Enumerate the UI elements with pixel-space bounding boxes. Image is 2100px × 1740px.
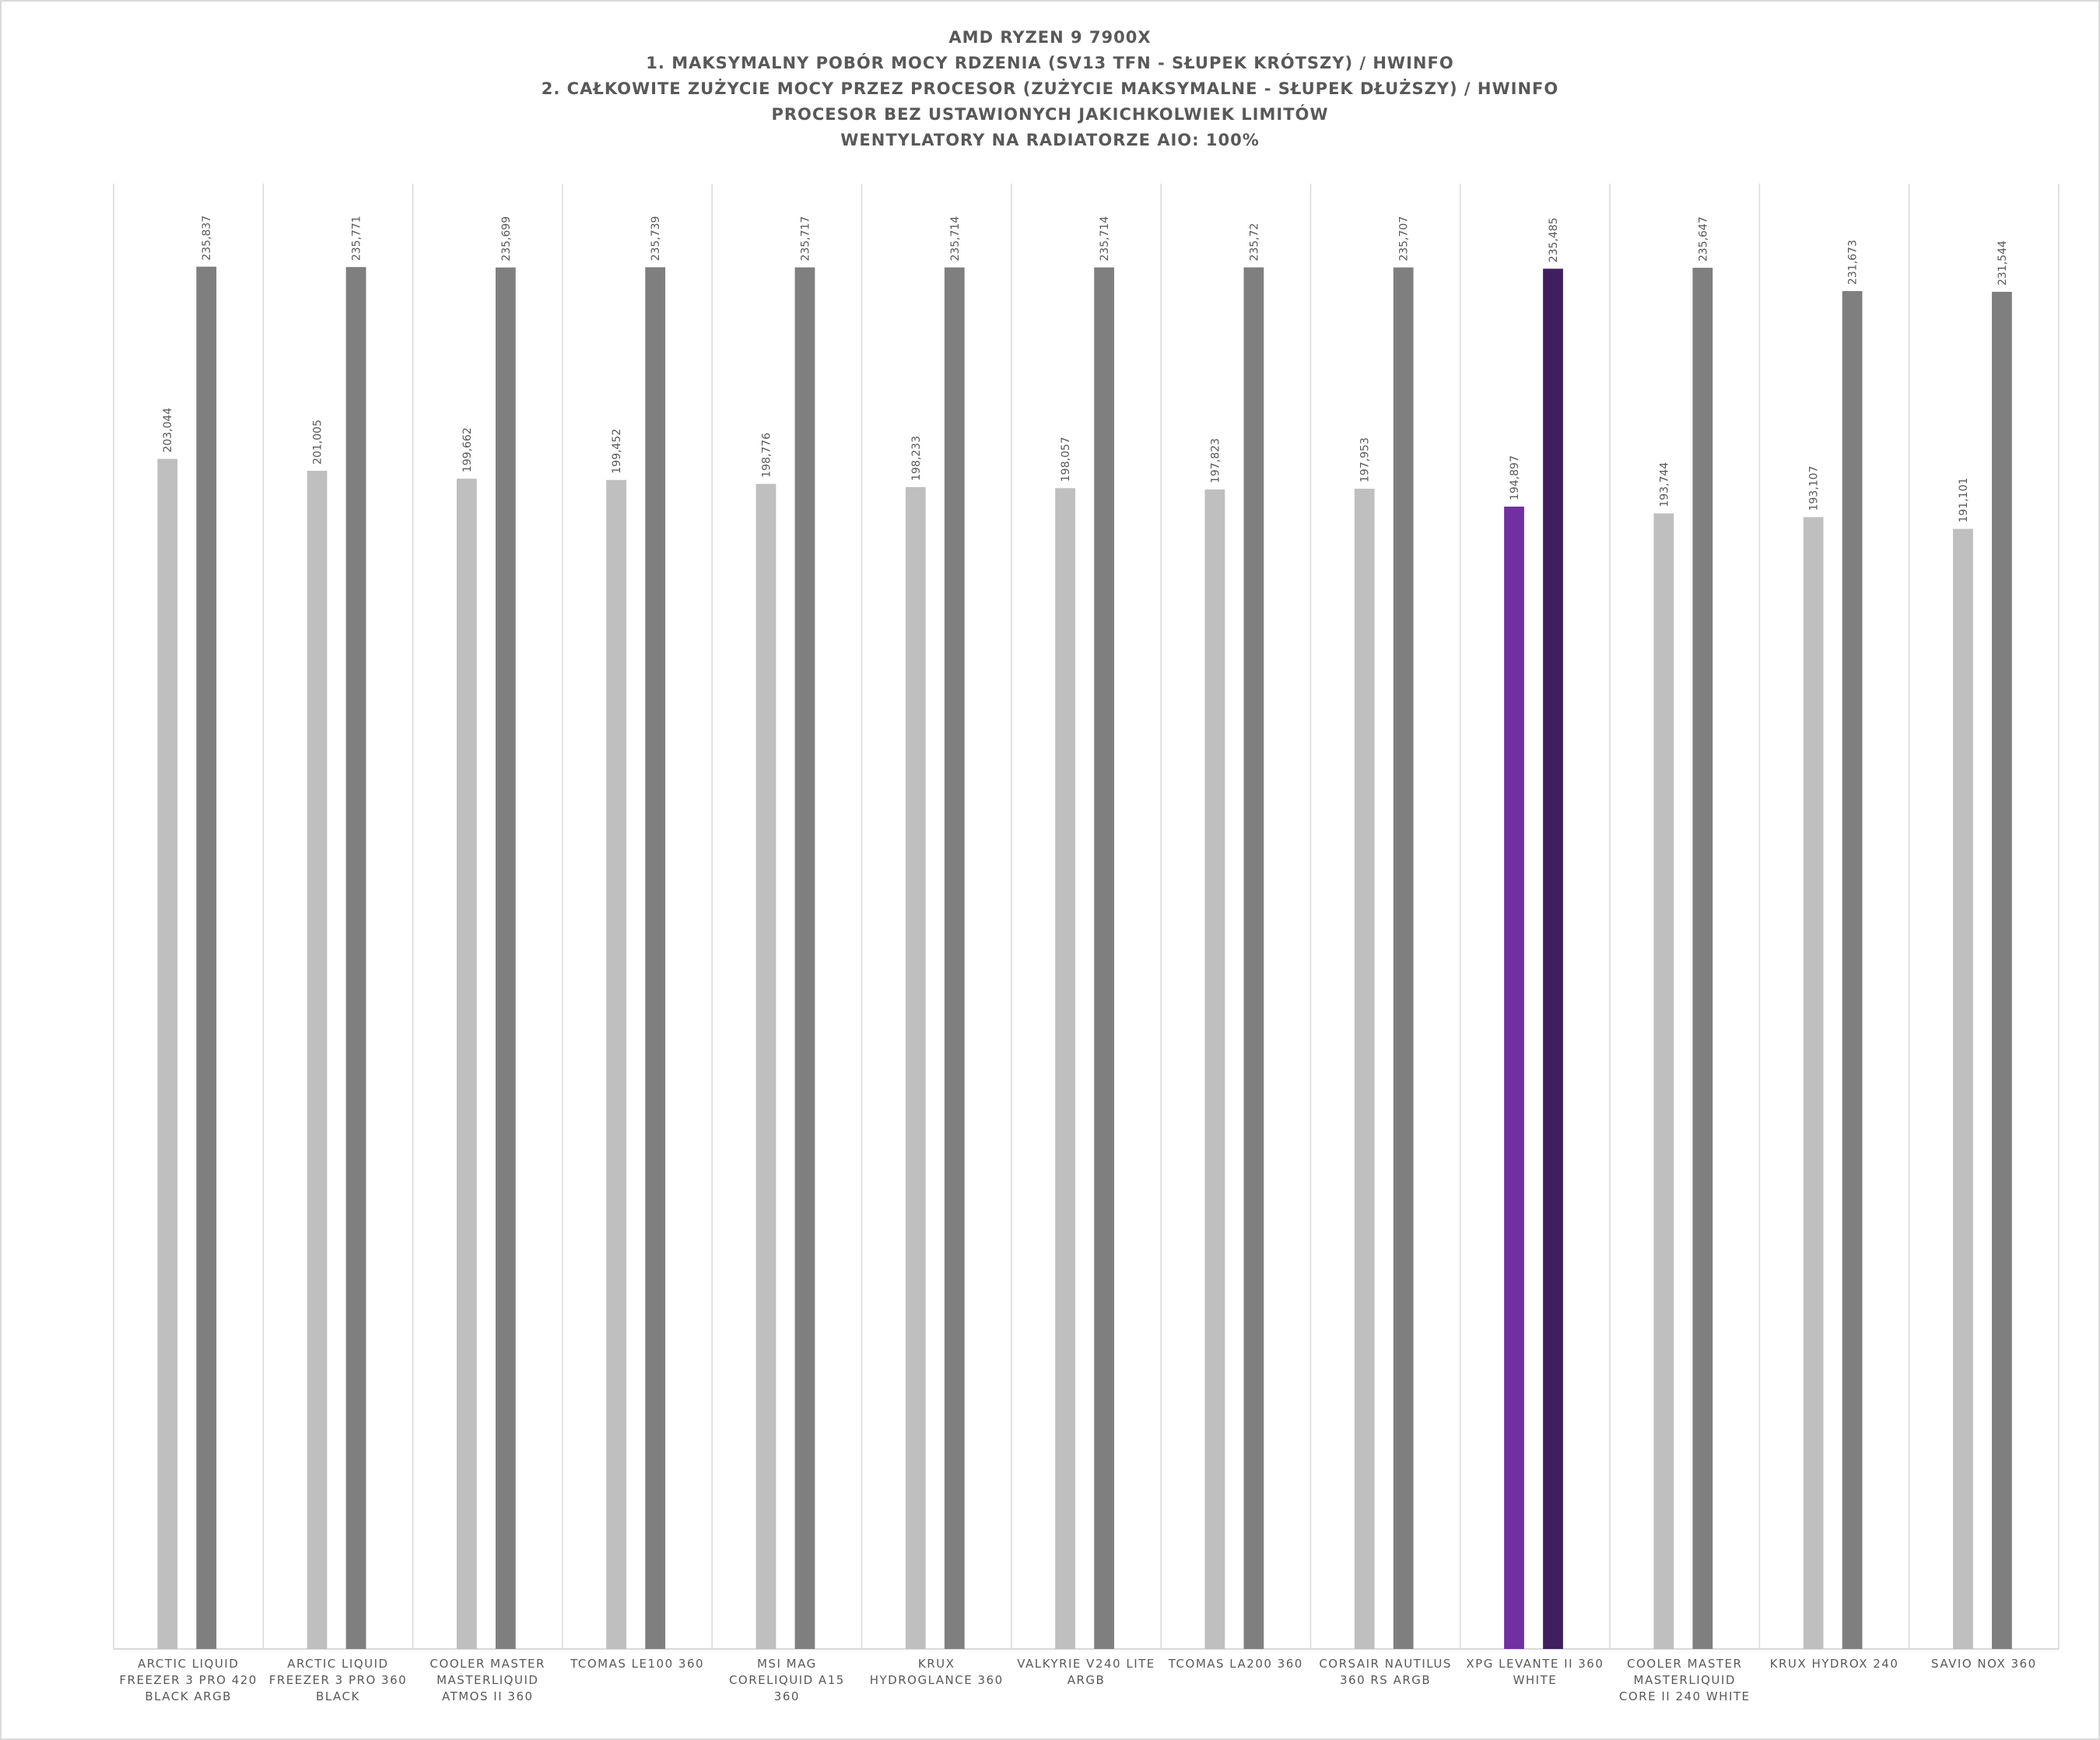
bar (905, 486, 926, 1649)
bar (495, 267, 516, 1650)
data-label: 235,714 (949, 216, 962, 261)
bar (756, 483, 777, 1650)
x-tick-label: COOLER MASTER MASTERLIQUID CORE II 240 W… (1618, 1657, 1751, 1703)
bar (307, 471, 328, 1650)
bar (1204, 489, 1225, 1649)
data-label: 235,771 (351, 216, 363, 261)
data-label: 199,662 (461, 427, 474, 472)
chart-title: WENTYLATORY NA RADIATORZE AIO: 100% (840, 131, 1260, 149)
data-label: 235,485 (1548, 217, 1560, 262)
bar (1953, 528, 1973, 1650)
bar (1354, 489, 1375, 1649)
bar (1543, 268, 1563, 1650)
bar (1504, 507, 1524, 1649)
bar (1692, 268, 1713, 1649)
x-tick-label: ARCTIC LIQUID FREEZER 3 PRO 360 BLACK (268, 1657, 408, 1703)
data-label: 203,044 (162, 408, 174, 453)
bar (645, 267, 666, 1650)
data-label: 197,823 (1209, 438, 1222, 483)
bar (196, 266, 217, 1649)
x-tick-label: KRUX HYDROGLANCE 360 (869, 1657, 1004, 1687)
data-label: 193,744 (1658, 462, 1671, 507)
bar (1243, 267, 1264, 1650)
x-tick-label: TCOMAS LE100 360 (570, 1657, 705, 1671)
bar (1842, 291, 1863, 1650)
bar (606, 479, 627, 1649)
data-label: 235,714 (1099, 216, 1111, 261)
data-label: 235,717 (799, 216, 812, 261)
data-label: 235,707 (1398, 216, 1411, 261)
bar (1653, 513, 1674, 1649)
data-label: 235,837 (201, 216, 213, 261)
data-label: 197,953 (1359, 437, 1372, 482)
bar (157, 458, 178, 1649)
data-label: 235,739 (650, 216, 662, 261)
data-label: 235,699 (500, 216, 513, 261)
data-label: 235,72 (1248, 223, 1260, 261)
bar (456, 479, 477, 1650)
data-label: 198,776 (760, 433, 773, 478)
x-tick-label: TCOMAS LA200 360 (1168, 1657, 1303, 1671)
bar (1055, 488, 1075, 1650)
bar (1803, 517, 1824, 1649)
x-tick-label: CORSAIR NAUTILUS 360 RS ARGB (1319, 1657, 1452, 1687)
x-tick-label: SAVIO NOX 360 (1931, 1657, 2037, 1671)
data-label: 235,647 (1697, 216, 1709, 261)
x-tick-label: KRUX HYDROX 240 (1769, 1657, 1899, 1671)
bar (1393, 267, 1414, 1649)
x-tick-label: ARCTIC LIQUID FREEZER 3 PRO 420 BLACK AR… (119, 1657, 258, 1703)
data-label: 231,544 (1997, 240, 2009, 286)
data-label: 199,452 (611, 429, 623, 474)
chart-title: 2. CAŁKOWITE ZUŻYCIE MOCY PRZEZ PROCESOR… (541, 79, 1559, 98)
bar (794, 267, 815, 1649)
bar (345, 267, 366, 1649)
x-tick-label: XPG LEVANTE II 360 WHITE (1466, 1657, 1604, 1687)
data-label: 191,101 (1958, 478, 1970, 523)
data-label: 201,005 (312, 419, 324, 465)
bar (1992, 292, 2012, 1649)
x-tick-label: VALKYRIE V240 LITE ARGB (1017, 1657, 1155, 1687)
bar (944, 267, 965, 1649)
data-label: 194,897 (1509, 455, 1521, 500)
x-tick-label: MSI MAG CORELIQUID A15 360 (728, 1657, 845, 1703)
data-label: 231,673 (1847, 240, 1860, 285)
x-tick-label: COOLER MASTER MASTERLIQUID ATMOS II 360 (429, 1657, 545, 1703)
data-label: 198,057 (1060, 437, 1072, 482)
chart-title: 1. MAKSYMALNY POBÓR MOCY RDZENIA (SV13 T… (646, 54, 1454, 72)
bar (1094, 267, 1114, 1649)
data-label: 193,107 (1808, 466, 1821, 511)
data-label: 198,233 (910, 436, 923, 481)
chart-title: AMD RYZEN 9 7900X (948, 28, 1152, 47)
chart-title: PROCESOR BEZ USTAWIONYCH JAKICHKOLWIEK L… (771, 105, 1329, 124)
